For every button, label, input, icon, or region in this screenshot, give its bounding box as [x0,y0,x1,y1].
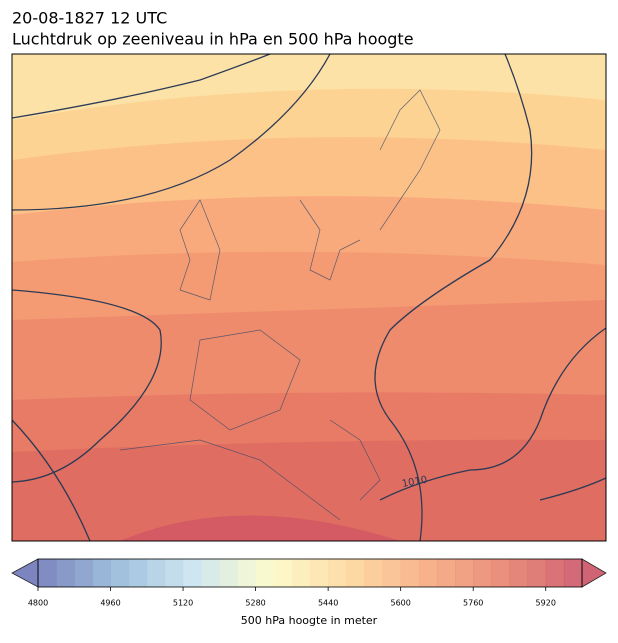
colorbar-cell [310,559,329,587]
colorbar-cell [563,559,583,587]
colorbar-cell [455,559,474,587]
colorbar-cell [527,559,547,587]
colorbar-cell [219,559,238,587]
colorbar-cell [291,559,311,587]
map: 1010 [12,54,606,541]
colorbar-cell [545,559,565,587]
colorbar-tick-label: 5600 [390,599,410,608]
colorbar-cell [273,559,293,587]
colorbar-cell [364,559,384,587]
colorbar-tick-label: 4800 [28,599,48,608]
colorbar-cell [436,559,456,587]
colorbar-cell [237,559,257,587]
colorbar-tick-label: 5280 [245,599,265,608]
colorbar-cell [74,559,93,587]
colorbar-cell [255,559,275,587]
colorbar-frame [37,558,583,588]
colorbar-cell [146,559,166,587]
colorbar-cell [56,559,75,587]
colorbar-cell [491,559,510,587]
title-date: 20-08-1827 12 UTC [12,9,167,28]
colorbar-extend-low [11,558,39,588]
colorbar-cell [509,559,529,587]
colorbar-tick-label: 4960 [100,599,120,608]
colorbar-cell [382,559,402,587]
colorbar-cell [110,559,130,587]
contour-label: 1010 [401,475,428,490]
colorbar-cell [346,559,365,587]
colorbar-cell [183,559,202,587]
colorbar-cell [201,559,220,587]
title: Luchtdruk op zeeniveau in hPa en 500 hPa… [12,30,414,49]
colorbar-cell [473,559,492,587]
colorbar-cell [38,559,57,587]
colorbar-tick-label: 5760 [463,599,483,608]
colorbar: 4800 4960 5120 5280 5440 5600 5760 5920 [11,558,607,608]
colorbar-cell [400,559,420,587]
colorbar-cell [128,559,148,587]
colorbar-cell [164,559,184,587]
colorbar-cell [418,559,438,587]
map-frame [11,53,607,542]
colorbar-cell [328,559,347,587]
colorbar-tick-label: 5920 [536,599,556,608]
colorbar-tick-label: 5440 [318,599,338,608]
colorbar-cell [92,559,112,587]
colorbar-extend-high [581,558,607,588]
colorbar-label: 500 hPa hoogte in meter [241,614,378,627]
colorbar-tick-label: 5120 [173,599,193,608]
